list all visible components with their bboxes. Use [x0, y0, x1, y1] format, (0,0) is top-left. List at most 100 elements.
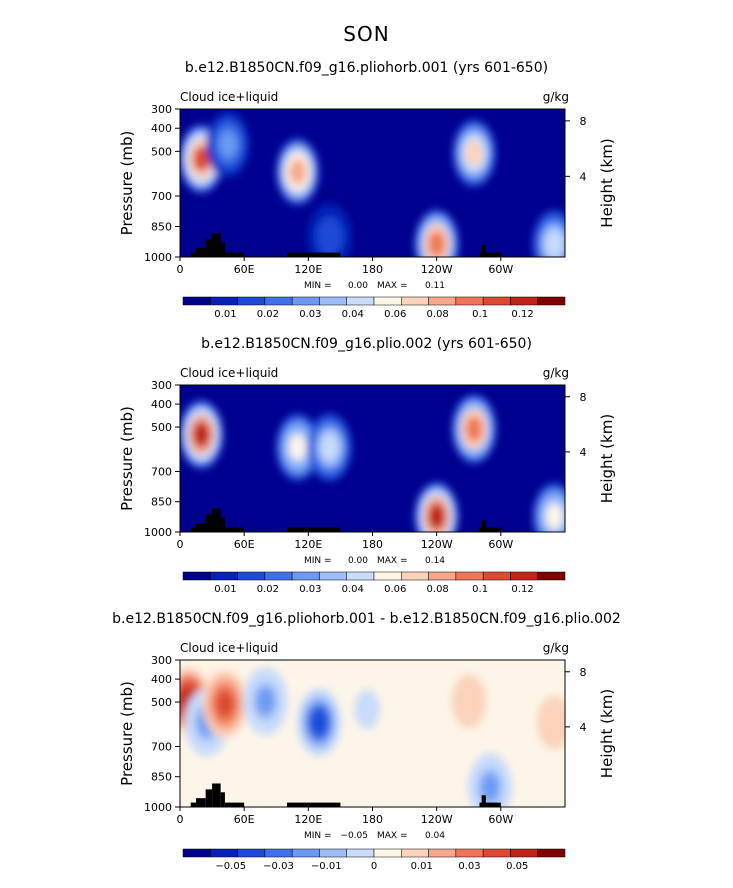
units-label: g/kg [543, 90, 569, 104]
colorbar-swatch [319, 848, 347, 858]
x-tick-label: 60E [234, 538, 255, 551]
panel-3-title: b.e12.B1850CN.f09_g16.pliohorb.001 - b.e… [112, 611, 621, 627]
y-axis-title: Pressure (mb) [118, 681, 136, 786]
max-label: MAX = [377, 556, 408, 566]
colorbar-swatch [264, 848, 293, 858]
y-tick-label: 300 [151, 654, 172, 667]
terrain-block-2 [212, 783, 221, 807]
colorbar-swatch [237, 571, 266, 581]
terrain-block-4 [190, 527, 197, 532]
terrain-block-8 [479, 527, 501, 532]
colorbar-swatch [401, 571, 429, 581]
colorbar-swatch [237, 848, 266, 858]
panel-1: 300 400 500 700 850 1000 8 4 0 60E 120E 180 120W 60W P… [118, 90, 616, 320]
terrain-block-8 [479, 802, 501, 807]
colorbar-swatch [319, 571, 347, 581]
colorbar: 0.01 0.02 0.03 0.04 0.06 0.08 0.1 0.12 [182, 571, 566, 595]
terrain-block-0 [196, 523, 206, 532]
colorbar-swatch [291, 296, 320, 306]
units-label: g/kg [543, 641, 569, 655]
colorbar-swatch [237, 296, 266, 306]
colorbar-swatch [264, 571, 293, 581]
colorbar-swatch [182, 296, 211, 306]
terrain-block-8 [479, 252, 501, 257]
field-feature-2 [216, 690, 234, 717]
field-feature-4 [310, 709, 328, 736]
y-right-tick-label: 4 [580, 170, 587, 183]
x-tick-label: 0 [177, 538, 184, 551]
terrain-block-3 [220, 517, 225, 532]
colorbar-swatch [482, 296, 511, 306]
max-value: 0.04 [425, 831, 445, 841]
colorbar-label: −0.01 [311, 861, 342, 872]
x-tick-label: 60E [234, 813, 255, 826]
field-feature-5 [465, 140, 483, 167]
colorbar-swatch [537, 296, 566, 306]
min-label: MIN = [304, 831, 332, 841]
field-feature-5 [358, 696, 376, 723]
colorbar-swatch [291, 848, 320, 858]
field-feature-5 [545, 503, 563, 530]
max-value: 0.14 [425, 556, 445, 566]
y-axis-title: Pressure (mb) [118, 406, 136, 511]
terrain-block-2 [212, 233, 221, 257]
field-feature-4 [428, 231, 446, 257]
colorbar-swatch [537, 848, 566, 858]
field-feature-7 [481, 774, 499, 801]
colorbar-swatch [510, 848, 538, 858]
y-right-axis-title: Height (km) [598, 689, 616, 778]
colorbar-swatch [291, 571, 320, 581]
y-tick-label: 500 [151, 145, 172, 158]
colorbar-label: 0.12 [511, 309, 533, 320]
colorbar-label: −0.03 [263, 861, 294, 872]
y-right-axis-title: Height (km) [598, 138, 616, 227]
colorbar-swatch [537, 571, 566, 581]
x-tick-label: 180 [362, 538, 383, 551]
x-tick-label: 120W [421, 263, 453, 276]
colorbar-swatch [373, 296, 402, 306]
terrain-block-5 [224, 802, 245, 807]
terrain-block-6 [286, 252, 341, 257]
terrain-block-6 [286, 527, 341, 532]
min-label: MIN = [304, 281, 332, 291]
panel-2: 300 400 500 700 850 1000 8 4 0 60E 120E 180 120W 60W P… [118, 366, 616, 595]
y-right-axis-title: Height (km) [598, 414, 616, 503]
field-feature-2 [289, 158, 307, 185]
y-right-tick-label: 8 [580, 115, 587, 128]
terrain-block-1 [205, 514, 213, 532]
y-tick-label: 1000 [144, 526, 172, 539]
min-value: −0.05 [340, 831, 368, 841]
colorbar-swatch [182, 571, 211, 581]
colorbar-label: 0.03 [299, 309, 321, 320]
field-feature-1 [289, 434, 307, 461]
colorbar-swatch [428, 848, 457, 858]
field-feature-8 [545, 709, 563, 736]
x-tick-label: 0 [177, 263, 184, 276]
y-right-tick-label: 4 [580, 721, 587, 734]
colorbar-swatch [428, 571, 457, 581]
terrain-block-0 [196, 248, 206, 257]
colorbar-label: 0.04 [342, 584, 364, 595]
colorbar-label: 0.06 [384, 309, 406, 320]
colorbar-swatch [346, 296, 375, 306]
x-tick-label: 180 [362, 263, 383, 276]
y-right-tick-label: 8 [580, 391, 587, 404]
colorbar-label: 0.04 [342, 309, 364, 320]
colorbar-swatch [510, 571, 538, 581]
max-label: MAX = [377, 281, 408, 291]
field-blobs [180, 394, 565, 532]
colorbar-label: 0.02 [257, 309, 279, 320]
terrain [190, 783, 501, 807]
y-tick-label: 400 [151, 122, 172, 135]
units-label: g/kg [543, 366, 569, 380]
panel-1-title: b.e12.B1850CN.f09_g16.pliohorb.001 (yrs … [184, 60, 549, 76]
y-tick-label: 700 [151, 465, 172, 478]
colorbar-label: −0.05 [215, 861, 246, 872]
figure-title: SON [343, 22, 390, 46]
colorbar-swatch [264, 296, 293, 306]
colorbar-swatch [373, 848, 402, 858]
min-value: 0.00 [348, 281, 368, 291]
colorbar-swatch [182, 848, 211, 858]
field-blobs [180, 667, 565, 807]
